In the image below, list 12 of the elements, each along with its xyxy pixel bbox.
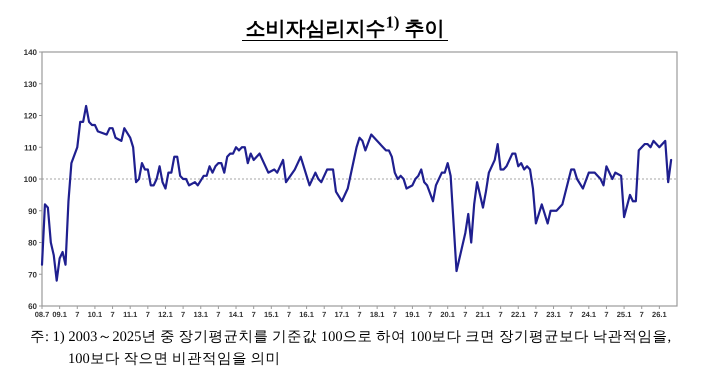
line-series	[40, 104, 672, 282]
chart-title: 소비자심리지수$^{1)}$ 추이	[244, 12, 446, 41]
y-tick-label: 70	[28, 270, 38, 280]
y-tick-label: 80	[28, 238, 38, 248]
y-tick-label: 130	[24, 80, 38, 89]
y-tick-label: 110	[24, 143, 38, 152]
y-tick-label: 60	[28, 302, 38, 311]
text: 주: 1) 2003～2025년 중 장기평균치를 기준값 100으로 하여 100보다 크면 장기평균보다 낙관적임을, 100보다 작으면 비관적임을 의미	[30, 328, 672, 369]
y-tick-label: 120	[24, 112, 38, 120]
y-tick-label: 100	[24, 175, 38, 184]
y-tick-label: 140	[24, 48, 38, 57]
y-tick-label: 90	[28, 206, 38, 216]
